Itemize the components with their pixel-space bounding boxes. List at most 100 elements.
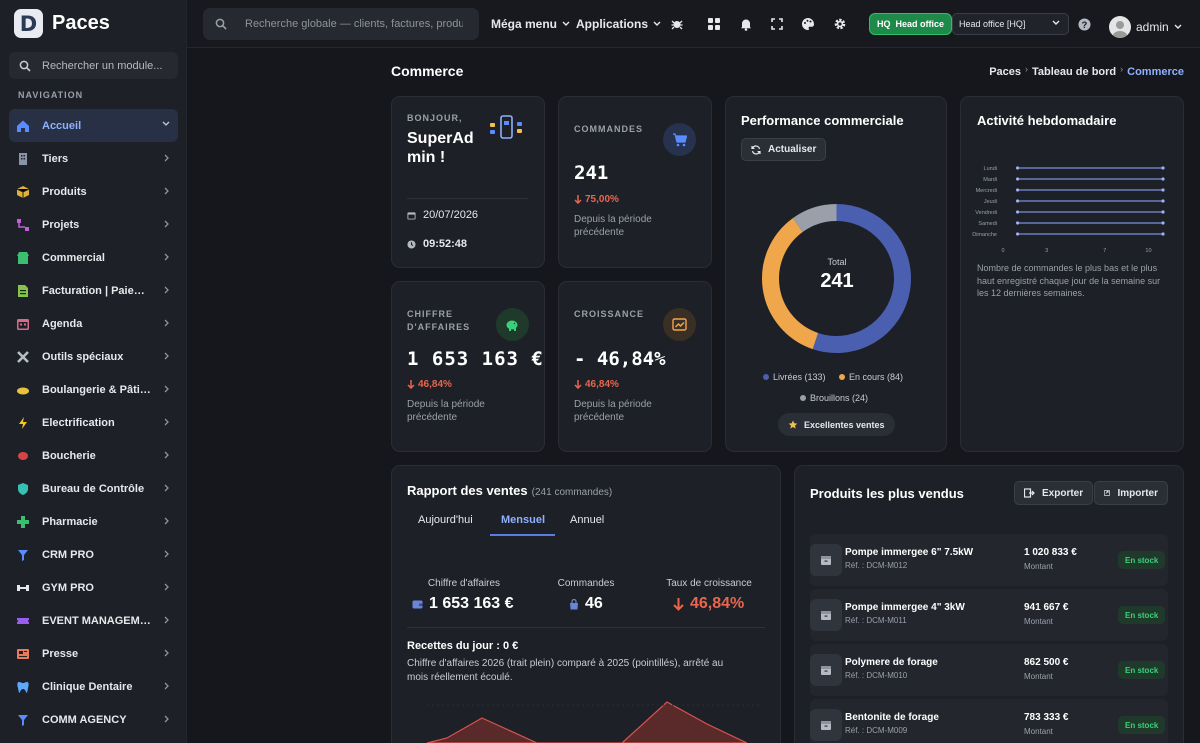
sidebar-item-event-management[interactable]: EVENT MANAGEMENT (9, 604, 178, 637)
sidebar-item-facturation-paiement[interactable]: Facturation | Paiement (9, 274, 178, 307)
product-row[interactable]: Pompe immergee 4" 3kW Réf. : DCM-M011 941 … (810, 589, 1168, 641)
orders-since: Depuis la période précédente (574, 214, 652, 238)
export-button[interactable]: Exporter (1014, 481, 1094, 505)
sidebar-item-clinique-dentaire[interactable]: Clinique Dentaire (9, 670, 178, 703)
weekly-activity-card: Activité hebdomadaire Lundi Mardi Mercredi… (960, 96, 1184, 452)
applications-button[interactable]: Applications (576, 17, 661, 31)
sidebar-item-comm-agency[interactable]: COMM AGENCY (9, 703, 178, 736)
sidebar-item-pharmacie[interactable]: Pharmacie (9, 505, 178, 538)
report-count: (241 commandes) (531, 487, 613, 498)
sidebar-item-outils-sp-ciaux[interactable]: Outils spéciaux (9, 340, 178, 373)
tab-monthly[interactable]: Mensuel (501, 514, 546, 526)
hq-badge[interactable]: HQ Head office (869, 13, 953, 35)
revenue-since: Depuis la période précédente (407, 399, 485, 423)
applications-label: Applications (576, 17, 649, 31)
product-row[interactable]: Polymere de forage Réf. : DCM-M010 862 500… (810, 644, 1168, 696)
product-name: Pompe immergee 6" 7.5kW (845, 547, 974, 558)
help-icon[interactable]: ? (1078, 18, 1091, 31)
orders-trend: 75,00% (574, 194, 619, 205)
sidebar-item-commercial[interactable]: Commercial (9, 241, 178, 274)
donut-slice-brouillons[interactable] (792, 204, 837, 233)
office-select[interactable]: Head office [HQ] (952, 13, 1069, 35)
stat-revenue-value: 1 653 163 € (429, 595, 514, 612)
weekly-x-tick: 3 (1045, 248, 1048, 254)
arrow-down-icon (574, 380, 582, 389)
sidebar-item-label: Accueil (42, 119, 82, 132)
weekly-range-point (1161, 166, 1165, 170)
sidebar-item-agenda[interactable]: Agenda (9, 307, 178, 340)
sidebar-item-crm-pro[interactable]: CRM PRO (9, 538, 178, 571)
import-button[interactable]: Importer (1094, 481, 1168, 505)
weekly-range-point (1161, 199, 1165, 203)
growth-trend: 46,84% (574, 379, 619, 390)
product-row[interactable]: Pompe immergee 6" 7.5kW Réf. : DCM-M012 1 … (810, 534, 1168, 586)
weekly-day-label: Dimanche (972, 232, 997, 238)
chevron-right-icon (164, 517, 169, 525)
search-icon (215, 18, 227, 30)
apps-grid-icon[interactable] (707, 17, 721, 31)
sidebar-item-gym-pro[interactable]: GYM PRO (9, 571, 178, 604)
global-search-input[interactable] (245, 18, 463, 30)
product-ref: Réf. : DCM-M012 (845, 561, 908, 570)
sidebar-item-label: Outils spéciaux (42, 350, 124, 363)
sidebar-item-accueil[interactable]: Accueil (9, 109, 178, 142)
monthly-revenue-area-chart (426, 701, 762, 743)
app-logo[interactable]: D Paces (14, 9, 110, 38)
sidebar-item-presse[interactable]: Presse (9, 637, 178, 670)
export-label: Exporter (1042, 487, 1084, 499)
product-row[interactable]: Bentonite de forage Réf. : DCM-M009 783 33… (810, 699, 1168, 743)
sidebar-item-projets[interactable]: Projets (9, 208, 178, 241)
module-search[interactable] (9, 52, 178, 79)
tab-yearly[interactable]: Annuel (570, 514, 605, 526)
weekly-note: Nombre de commandes le plus bas et le pl… (977, 263, 1161, 298)
refresh-button[interactable]: Actualiser (741, 138, 827, 161)
weekly-range-chart: Lundi Mardi Mercredi Jeudi Vendredi Samedi Dim… (972, 166, 1165, 254)
product-box-icon (810, 709, 842, 741)
breadcrumb-item[interactable]: Paces (989, 66, 1021, 78)
performance-title: Performance commerciale (741, 113, 904, 128)
stat-revenue-label: Chiffre d'affaires (427, 578, 501, 589)
breadcrumb-item[interactable]: Tableau de bord (1032, 66, 1117, 78)
legend-in-progress-label: En cours (84) (849, 372, 904, 382)
sidebar-item-electrification[interactable]: Electrification (9, 406, 178, 439)
breadcrumb-current: Commerce (1127, 66, 1184, 78)
stat-growth-label: Taux de croissance (666, 578, 752, 589)
wallet-icon (412, 600, 423, 609)
chevron-right-icon (164, 616, 169, 624)
donut-slice-en-cours[interactable] (762, 218, 819, 350)
greeting: BONJOUR, (407, 113, 463, 123)
sidebar-item-produits[interactable]: Produits (9, 175, 178, 208)
legend-swatch (800, 395, 806, 401)
funnel-icon (16, 548, 30, 562)
tools-icon (16, 350, 30, 364)
page-title: Commerce (391, 63, 464, 79)
mega-menu-button[interactable]: Méga menu (491, 17, 570, 31)
global-search[interactable] (203, 8, 479, 40)
user-menu[interactable]: admin (1109, 16, 1182, 38)
module-search-input[interactable] (42, 59, 167, 72)
palette-icon[interactable] (801, 17, 815, 31)
donut-slice-livr-es[interactable] (812, 204, 911, 353)
bell-icon[interactable] (739, 17, 753, 31)
tab-today[interactable]: Aujourd'hui (418, 514, 473, 526)
weekly-range-point (1015, 199, 1020, 203)
office-select-value: Head office [HQ] (959, 19, 1026, 29)
weekly-x-tick: 10 (1145, 248, 1151, 254)
export-icon (1024, 488, 1035, 498)
product-box-icon (810, 654, 842, 686)
hq-badge-prefix: HQ (877, 19, 891, 29)
stat-orders: 46 (569, 595, 603, 613)
product-name: Bentonite de forage (845, 712, 939, 723)
sidebar-item-tiers[interactable]: Tiers (9, 142, 178, 175)
breadcrumb: Paces › Tableau de bord › Commerce (989, 64, 1184, 78)
fullscreen-icon[interactable] (770, 17, 784, 31)
excellent-sales-label: Excellentes ventes (804, 419, 885, 430)
sidebar-item-boulangerie-p-tisserie[interactable]: Boulangerie & Pâtisserie (9, 373, 178, 406)
chevron-down-icon (1174, 24, 1182, 29)
sidebar-item-label: Bureau de Contrôle (42, 482, 145, 495)
weekly-day-label: Mercredi (976, 188, 997, 194)
sidebar-item-bureau-de-contr-le[interactable]: Bureau de Contrôle (9, 472, 178, 505)
bug-icon[interactable] (670, 17, 684, 31)
sidebar-item-boucherie[interactable]: Boucherie (9, 439, 178, 472)
gear-icon[interactable] (833, 17, 847, 31)
